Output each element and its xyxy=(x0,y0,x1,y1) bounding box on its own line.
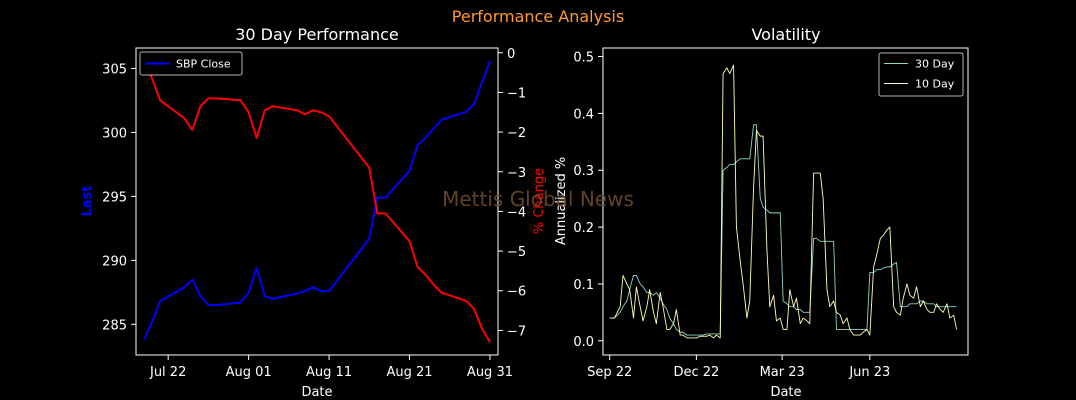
performance-y2tick-neg4: −4 xyxy=(507,205,526,220)
volatility-xlabel: Date xyxy=(770,385,801,400)
performance-xtick-jul-22: Jul 22 xyxy=(149,365,186,380)
performance-xlabel: Date xyxy=(301,385,332,400)
performance-y2tick-neg7: −7 xyxy=(507,324,526,339)
volatility-legend: 30 Day 10 Day xyxy=(878,52,964,97)
performance-ytick-290: 290 xyxy=(102,254,127,269)
watermark: Mettis Global News xyxy=(442,187,634,211)
performance-chart: 30 Day Performance Jul 22 Aug 01 Aug 11 Aug… xyxy=(80,25,547,400)
legend-label-10-day: 10 Day xyxy=(915,78,955,91)
volatility-xtick-dec-22: Dec 22 xyxy=(673,365,719,380)
performance-legend: SBP Close xyxy=(139,51,243,76)
volatility-chart: Volatility Sep 22 Dec 22 Mar 23 Jun 23 0.0 0… xyxy=(554,25,969,400)
performance-xtick-aug-11: Aug 11 xyxy=(306,365,352,380)
performance-legend-box xyxy=(139,51,243,76)
performance-chart-title: 30 Day Performance xyxy=(235,25,399,44)
volatility-xtick-jun-23: Jun 23 xyxy=(848,365,890,380)
series-line-change xyxy=(143,58,491,343)
performance-ytick-285: 285 xyxy=(102,318,127,333)
performance-y2label: % Change xyxy=(532,168,547,234)
performance-y2tick-neg2: −2 xyxy=(507,126,526,141)
legend-label-30-day: 30 Day xyxy=(915,58,955,71)
performance-y2tick-neg3: −3 xyxy=(507,166,526,181)
performance-ytick-295: 295 xyxy=(102,190,127,205)
legend-label-sbp-close: SBP Close xyxy=(176,58,231,71)
performance-xtick-aug-01: Aug 01 xyxy=(226,365,272,380)
volatility-ytick-0-3: 0.3 xyxy=(573,164,594,179)
volatility-ytick-0-0: 0.0 xyxy=(573,335,594,350)
volatility-xtick-mar-23: Mar 23 xyxy=(760,365,805,380)
performance-ylabel: Last xyxy=(80,185,95,216)
volatility-ylabel: Annualized % xyxy=(554,157,569,245)
performance-y2tick-neg1: −1 xyxy=(507,86,526,101)
volatility-chart-title: Volatility xyxy=(751,25,820,44)
performance-y2tick-neg5: −5 xyxy=(507,245,526,260)
volatility-ytick-0-5: 0.5 xyxy=(573,51,594,66)
series-line-10-day xyxy=(609,64,958,339)
volatility-ytick-0-2: 0.2 xyxy=(573,221,594,236)
performance-y2tick-0: 0 xyxy=(507,47,515,62)
performance-ytick-305: 305 xyxy=(102,62,127,77)
volatility-chart-frame xyxy=(602,47,969,356)
performance-ytick-300: 300 xyxy=(102,126,127,141)
performance-chart-frame xyxy=(135,47,499,356)
performance-xtick-aug-31: Aug 31 xyxy=(467,365,513,380)
series-line-30-day xyxy=(609,124,957,336)
suptitle: Performance Analysis xyxy=(452,7,624,26)
series-line-sbp-close xyxy=(143,60,491,341)
performance-y2tick-neg6: −6 xyxy=(507,285,526,300)
volatility-xtick-sep-22: Sep 22 xyxy=(587,365,632,380)
volatility-ytick-0-4: 0.4 xyxy=(573,107,594,122)
volatility-ytick-0-1: 0.1 xyxy=(573,278,594,293)
performance-xtick-aug-21: Aug 21 xyxy=(386,365,432,380)
